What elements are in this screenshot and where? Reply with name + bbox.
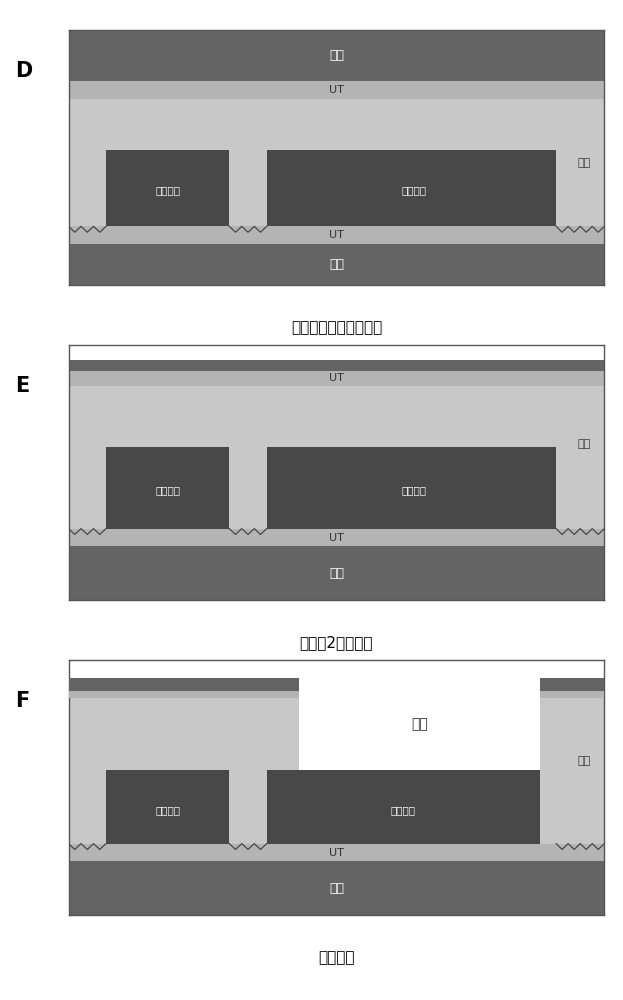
Text: UT: UT — [329, 533, 344, 543]
Text: UT: UT — [329, 85, 344, 95]
Bar — [267, 150, 556, 226]
Text: 载体: 载体 — [329, 882, 344, 895]
Bar — [69, 99, 604, 226]
Bar — [540, 691, 604, 698]
Text: 电路镀层: 电路镀层 — [402, 186, 427, 196]
Bar — [69, 370, 604, 386]
Bar — [267, 447, 556, 529]
Bar — [69, 360, 604, 370]
Text: 载体: 载体 — [329, 258, 344, 271]
Bar — [69, 81, 604, 99]
Text: 激光: 激光 — [411, 717, 428, 731]
Text: F: F — [16, 691, 30, 711]
Bar — [540, 678, 604, 691]
Text: 树脂: 树脂 — [578, 756, 591, 766]
Bar — [69, 546, 604, 600]
Text: 电路镀层: 电路镀层 — [402, 485, 427, 495]
Bar — [69, 861, 604, 915]
Bar — [69, 678, 299, 691]
Bar — [69, 844, 604, 861]
Bar — [69, 529, 604, 546]
Text: 电路镀层: 电路镀层 — [391, 805, 416, 815]
Text: 激光开孔: 激光开孔 — [318, 950, 354, 965]
Bar — [69, 678, 604, 844]
Text: 电路镀层: 电路镀层 — [155, 186, 180, 196]
Bar — [69, 226, 604, 244]
Text: 树脂: 树脂 — [578, 158, 591, 168]
Bar — [69, 30, 604, 81]
Bar — [69, 244, 604, 285]
Text: 电路镀层: 电路镀层 — [155, 485, 180, 495]
Bar — [299, 678, 540, 770]
Text: UT: UT — [329, 848, 344, 858]
Bar — [106, 447, 229, 529]
Bar — [69, 386, 604, 529]
Bar — [69, 691, 299, 698]
Text: 露出第2层载体箔: 露出第2层载体箔 — [300, 635, 373, 650]
Text: 树脂: 树脂 — [578, 439, 591, 449]
Bar — [106, 150, 229, 226]
Text: 载体: 载体 — [329, 567, 344, 580]
Text: E: E — [16, 376, 30, 396]
Text: UT: UT — [329, 373, 344, 383]
Bar — [267, 770, 540, 844]
Text: 载体: 载体 — [329, 49, 344, 62]
Text: UT: UT — [329, 230, 344, 240]
Text: 电路镀层: 电路镀层 — [155, 805, 180, 815]
Text: D: D — [16, 61, 33, 81]
Text: 积层树脂及附载体铜箔: 积层树脂及附载体铜箔 — [291, 320, 382, 335]
Bar — [106, 770, 229, 844]
